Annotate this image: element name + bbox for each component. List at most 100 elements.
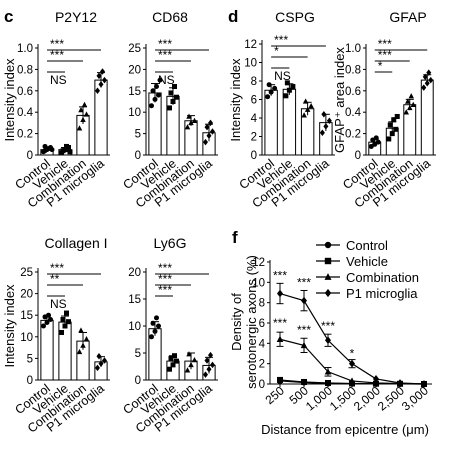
legend-label: Vehicle (346, 254, 388, 269)
data-point (102, 357, 107, 364)
data-point (168, 355, 174, 361)
data-point (188, 361, 194, 368)
legend-marker (324, 257, 332, 265)
data-point (421, 380, 427, 388)
data-point (42, 143, 48, 149)
data-point (302, 98, 309, 104)
data-point (375, 139, 381, 145)
significance-label: * (274, 44, 279, 58)
data-point (426, 69, 432, 76)
data-point (167, 105, 172, 111)
y-axis-label: Intensity index (228, 58, 243, 142)
x-tick-label: 2,500 (375, 383, 407, 413)
significance-label: * (350, 347, 355, 361)
significance-label: NS (274, 69, 291, 83)
data-point (154, 84, 159, 90)
data-point (272, 85, 278, 91)
chart-title: Ly6G (154, 235, 187, 251)
data-point (393, 126, 399, 132)
data-point (204, 357, 210, 364)
data-point (300, 341, 308, 349)
y-tick-label: 5 (135, 348, 141, 360)
data-point (152, 328, 158, 334)
y-tick-label: 0.2 (345, 129, 361, 141)
significance-label: *** (378, 48, 392, 62)
chart-title: Collagen I (44, 235, 107, 251)
data-point (62, 323, 68, 329)
y-tick-label: 0.2 (17, 129, 33, 141)
legend-marker (324, 241, 332, 249)
significance-label: *** (158, 261, 172, 275)
y-tick-label: 15 (20, 310, 33, 322)
y-tick-label: 12 (252, 257, 265, 269)
data-point (387, 122, 393, 128)
y-tick-label: 2 (259, 359, 265, 371)
data-point (83, 335, 90, 342)
y-tick-label: 25 (128, 43, 141, 55)
significance-label: *** (50, 48, 64, 62)
y-tick-label: 0 (355, 150, 361, 162)
data-point (348, 377, 356, 384)
data-point (49, 147, 55, 153)
data-point (150, 320, 156, 326)
y-axis-label: Intensity index (2, 284, 17, 368)
significance-label: *** (50, 261, 64, 275)
data-point (149, 103, 154, 109)
significance-label: NS (50, 297, 67, 311)
x-tick-label: 1,500 (327, 383, 359, 413)
data-point (98, 360, 104, 367)
data-point (304, 106, 311, 112)
data-point (154, 315, 159, 321)
data-point (266, 82, 272, 88)
data-point (424, 80, 430, 87)
data-point (78, 107, 84, 113)
data-point (276, 335, 284, 342)
data-point (98, 81, 104, 88)
data-point (301, 378, 307, 385)
y-tick-label: 10 (20, 332, 33, 344)
legend-marker (324, 273, 332, 280)
y-tick-label: 0.4 (17, 107, 34, 119)
data-point (325, 336, 331, 345)
data-point (96, 72, 102, 80)
data-point (66, 319, 71, 325)
data-point (184, 367, 191, 373)
significance-label: *** (378, 37, 392, 51)
data-point (210, 361, 215, 369)
significance-label: *** (158, 48, 172, 62)
chart-title: GFAP (389, 9, 426, 25)
y-tick-label: 0.8 (17, 64, 33, 76)
y-tick-label: 8 (259, 298, 265, 310)
bar (420, 79, 434, 156)
significance-label: *** (273, 268, 287, 282)
y-tick-label: 25 (20, 267, 33, 279)
data-point (405, 98, 411, 104)
data-point (167, 366, 172, 372)
data-point (60, 148, 66, 154)
data-point (156, 323, 161, 329)
y-tick-label: 6 (251, 95, 257, 107)
data-point (184, 124, 191, 130)
data-point (172, 353, 177, 359)
data-point (95, 364, 100, 372)
y-tick-label: 8 (251, 76, 257, 88)
data-point (277, 289, 283, 298)
data-point (76, 348, 83, 355)
data-point (265, 94, 271, 100)
significance-label: *** (158, 272, 172, 286)
y-tick-label: 12 (244, 39, 257, 51)
x-tick-label: 1,000 (303, 383, 335, 413)
bar-chart-ly6g: Ly6G05101520ControlVehicleCombinationP1 … (120, 235, 218, 436)
bar (166, 95, 180, 156)
data-point (191, 117, 198, 124)
y-axis-label: GFAP⁺ area index (332, 47, 347, 153)
y-tick-label: 4 (259, 338, 266, 350)
data-point (326, 117, 332, 125)
panel-label-c: c (4, 7, 13, 26)
significance-label: NS (50, 73, 67, 87)
